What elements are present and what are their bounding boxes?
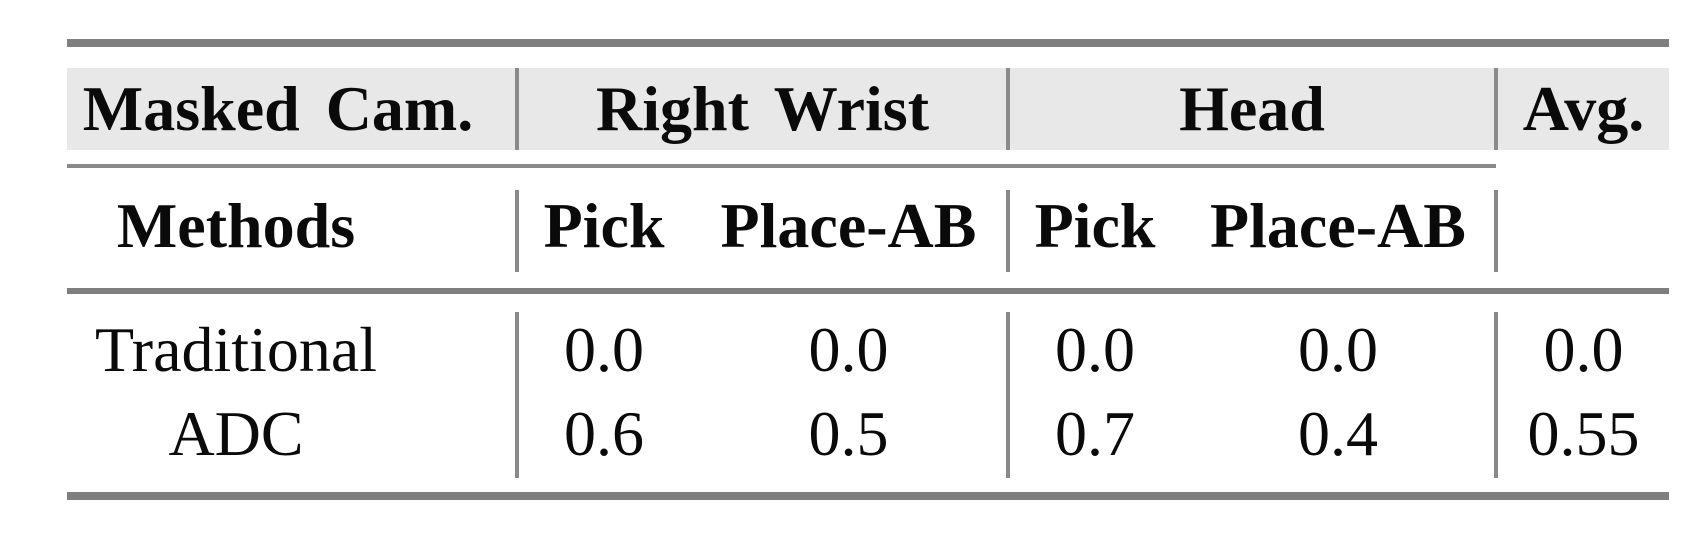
row-traditional-right-wrist-pick: 0.0 [564, 314, 644, 385]
mid-rule [67, 288, 1669, 294]
header-methods: Methods [116, 190, 356, 261]
row-adc-right-wrist-pick: 0.6 [564, 398, 644, 469]
row-traditional-method: Traditional [94, 314, 378, 385]
row-adc-right-wrist-place-ab: 0.5 [808, 398, 889, 469]
header-masked-cam: Masked Cam. [82, 73, 474, 144]
row-traditional-avg: 0.0 [1543, 314, 1624, 385]
header-band [67, 68, 1669, 150]
row-adc-method: ADC [168, 398, 304, 469]
column-separator [515, 68, 519, 150]
column-separator [1494, 68, 1498, 150]
column-separator [515, 312, 519, 478]
column-separator [1006, 312, 1010, 478]
row-traditional-right-wrist-place-ab: 0.0 [808, 314, 889, 385]
header-avg: Avg. [1522, 73, 1645, 144]
row-traditional-head-pick: 0.0 [1055, 314, 1135, 385]
column-separator [1494, 312, 1498, 478]
bottom-rule [67, 492, 1669, 500]
row-adc-head-pick: 0.7 [1055, 398, 1135, 469]
row-adc-head-place-ab: 0.4 [1298, 398, 1378, 469]
top-rule [67, 39, 1669, 47]
header-partial-rule [67, 164, 1496, 168]
column-separator [1006, 190, 1010, 272]
column-separator [1006, 68, 1010, 150]
header-right-wrist-place-ab: Place-AB [720, 190, 977, 261]
row-adc-avg: 0.55 [1527, 398, 1640, 469]
header-head-pick: Pick [1034, 190, 1156, 261]
header-right-wrist-pick: Pick [543, 190, 665, 261]
column-separator [515, 190, 519, 272]
row-traditional-head-place-ab: 0.0 [1298, 314, 1378, 385]
header-group-head: Head [1179, 73, 1325, 144]
header-group-right-wrist: Right Wrist [596, 73, 929, 144]
column-separator [1494, 190, 1498, 272]
header-head-place-ab: Place-AB [1210, 190, 1466, 261]
